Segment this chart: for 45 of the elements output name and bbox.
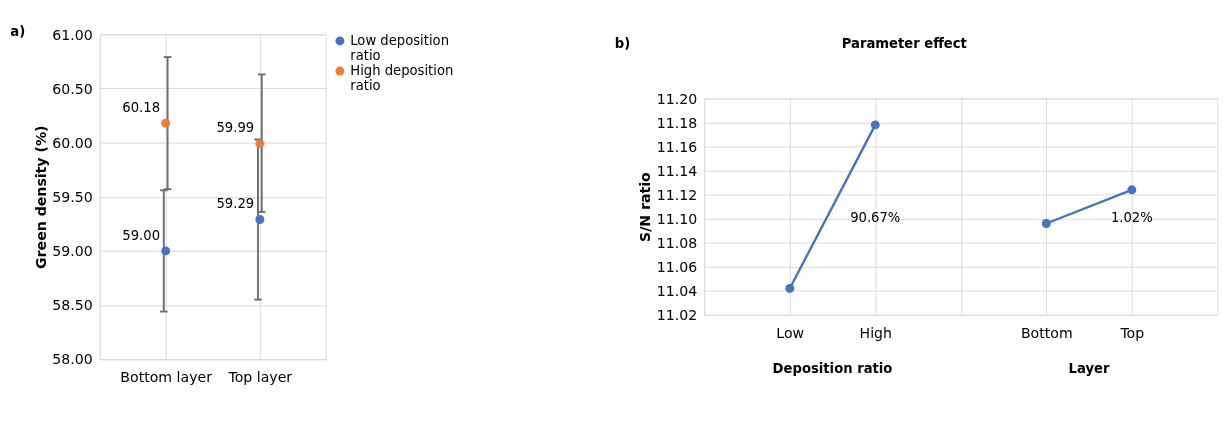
y-tick-label: 60.00 — [52, 134, 93, 151]
legend-label: Low deposition ratio — [350, 32, 449, 63]
text: Deposition ratio — [772, 361, 893, 377]
x-tick-label: Top — [1119, 324, 1145, 341]
point — [870, 120, 880, 130]
point — [161, 246, 171, 256]
text: b) — [614, 35, 631, 51]
x-tick-label: Low — [776, 324, 805, 341]
point — [255, 215, 265, 224]
y-tick-label: 11.10 — [656, 210, 698, 227]
chart-title: Parameter effect — [841, 35, 967, 51]
data-label: 60.18 — [122, 99, 161, 115]
data-label: 59.00 — [122, 227, 161, 243]
y-tick-label: 11.12 — [656, 186, 698, 203]
annotation: 90.67% — [850, 209, 901, 225]
y-tick-label: 60.50 — [52, 80, 93, 97]
point — [785, 284, 795, 293]
y-axis-title: S/N ratio — [637, 171, 654, 243]
text: Layer — [1068, 361, 1111, 377]
y-tick-label: 11.16 — [656, 138, 698, 155]
annotation: 1.02% — [1110, 209, 1153, 225]
y-tick-label: 61.00 — [52, 26, 93, 43]
y-tick-label: 11.08 — [656, 234, 698, 251]
y-tick-label: 11.06 — [656, 258, 698, 275]
x-tick-label: Bottom layer — [120, 369, 213, 386]
y-axis-title: Green density (%) — [32, 125, 49, 269]
text: a) — [10, 24, 26, 40]
y-tick-label: 59.50 — [52, 188, 93, 205]
y-tick-label: 11.18 — [656, 114, 698, 131]
y-tick-label: 11.14 — [656, 162, 698, 179]
x-tick-label: Top layer — [227, 369, 293, 386]
legend-label: High deposition ratio — [350, 62, 454, 93]
x-tick-label: Bottom — [1020, 324, 1073, 341]
y-tick-label: 59.00 — [52, 243, 93, 260]
data-label: 59.99 — [216, 120, 255, 136]
y-tick-label: 11.04 — [656, 283, 698, 300]
y-tick-label: 11.02 — [656, 307, 698, 324]
y-tick-label: 11.20 — [656, 90, 698, 107]
data-label: 59.29 — [216, 196, 255, 212]
point — [1041, 219, 1051, 228]
y-tick-label: 58.00 — [52, 351, 93, 368]
y-tick-label: 58.50 — [52, 297, 93, 314]
point — [1127, 185, 1137, 195]
point — [161, 118, 171, 128]
x-tick-label: High — [859, 324, 892, 341]
